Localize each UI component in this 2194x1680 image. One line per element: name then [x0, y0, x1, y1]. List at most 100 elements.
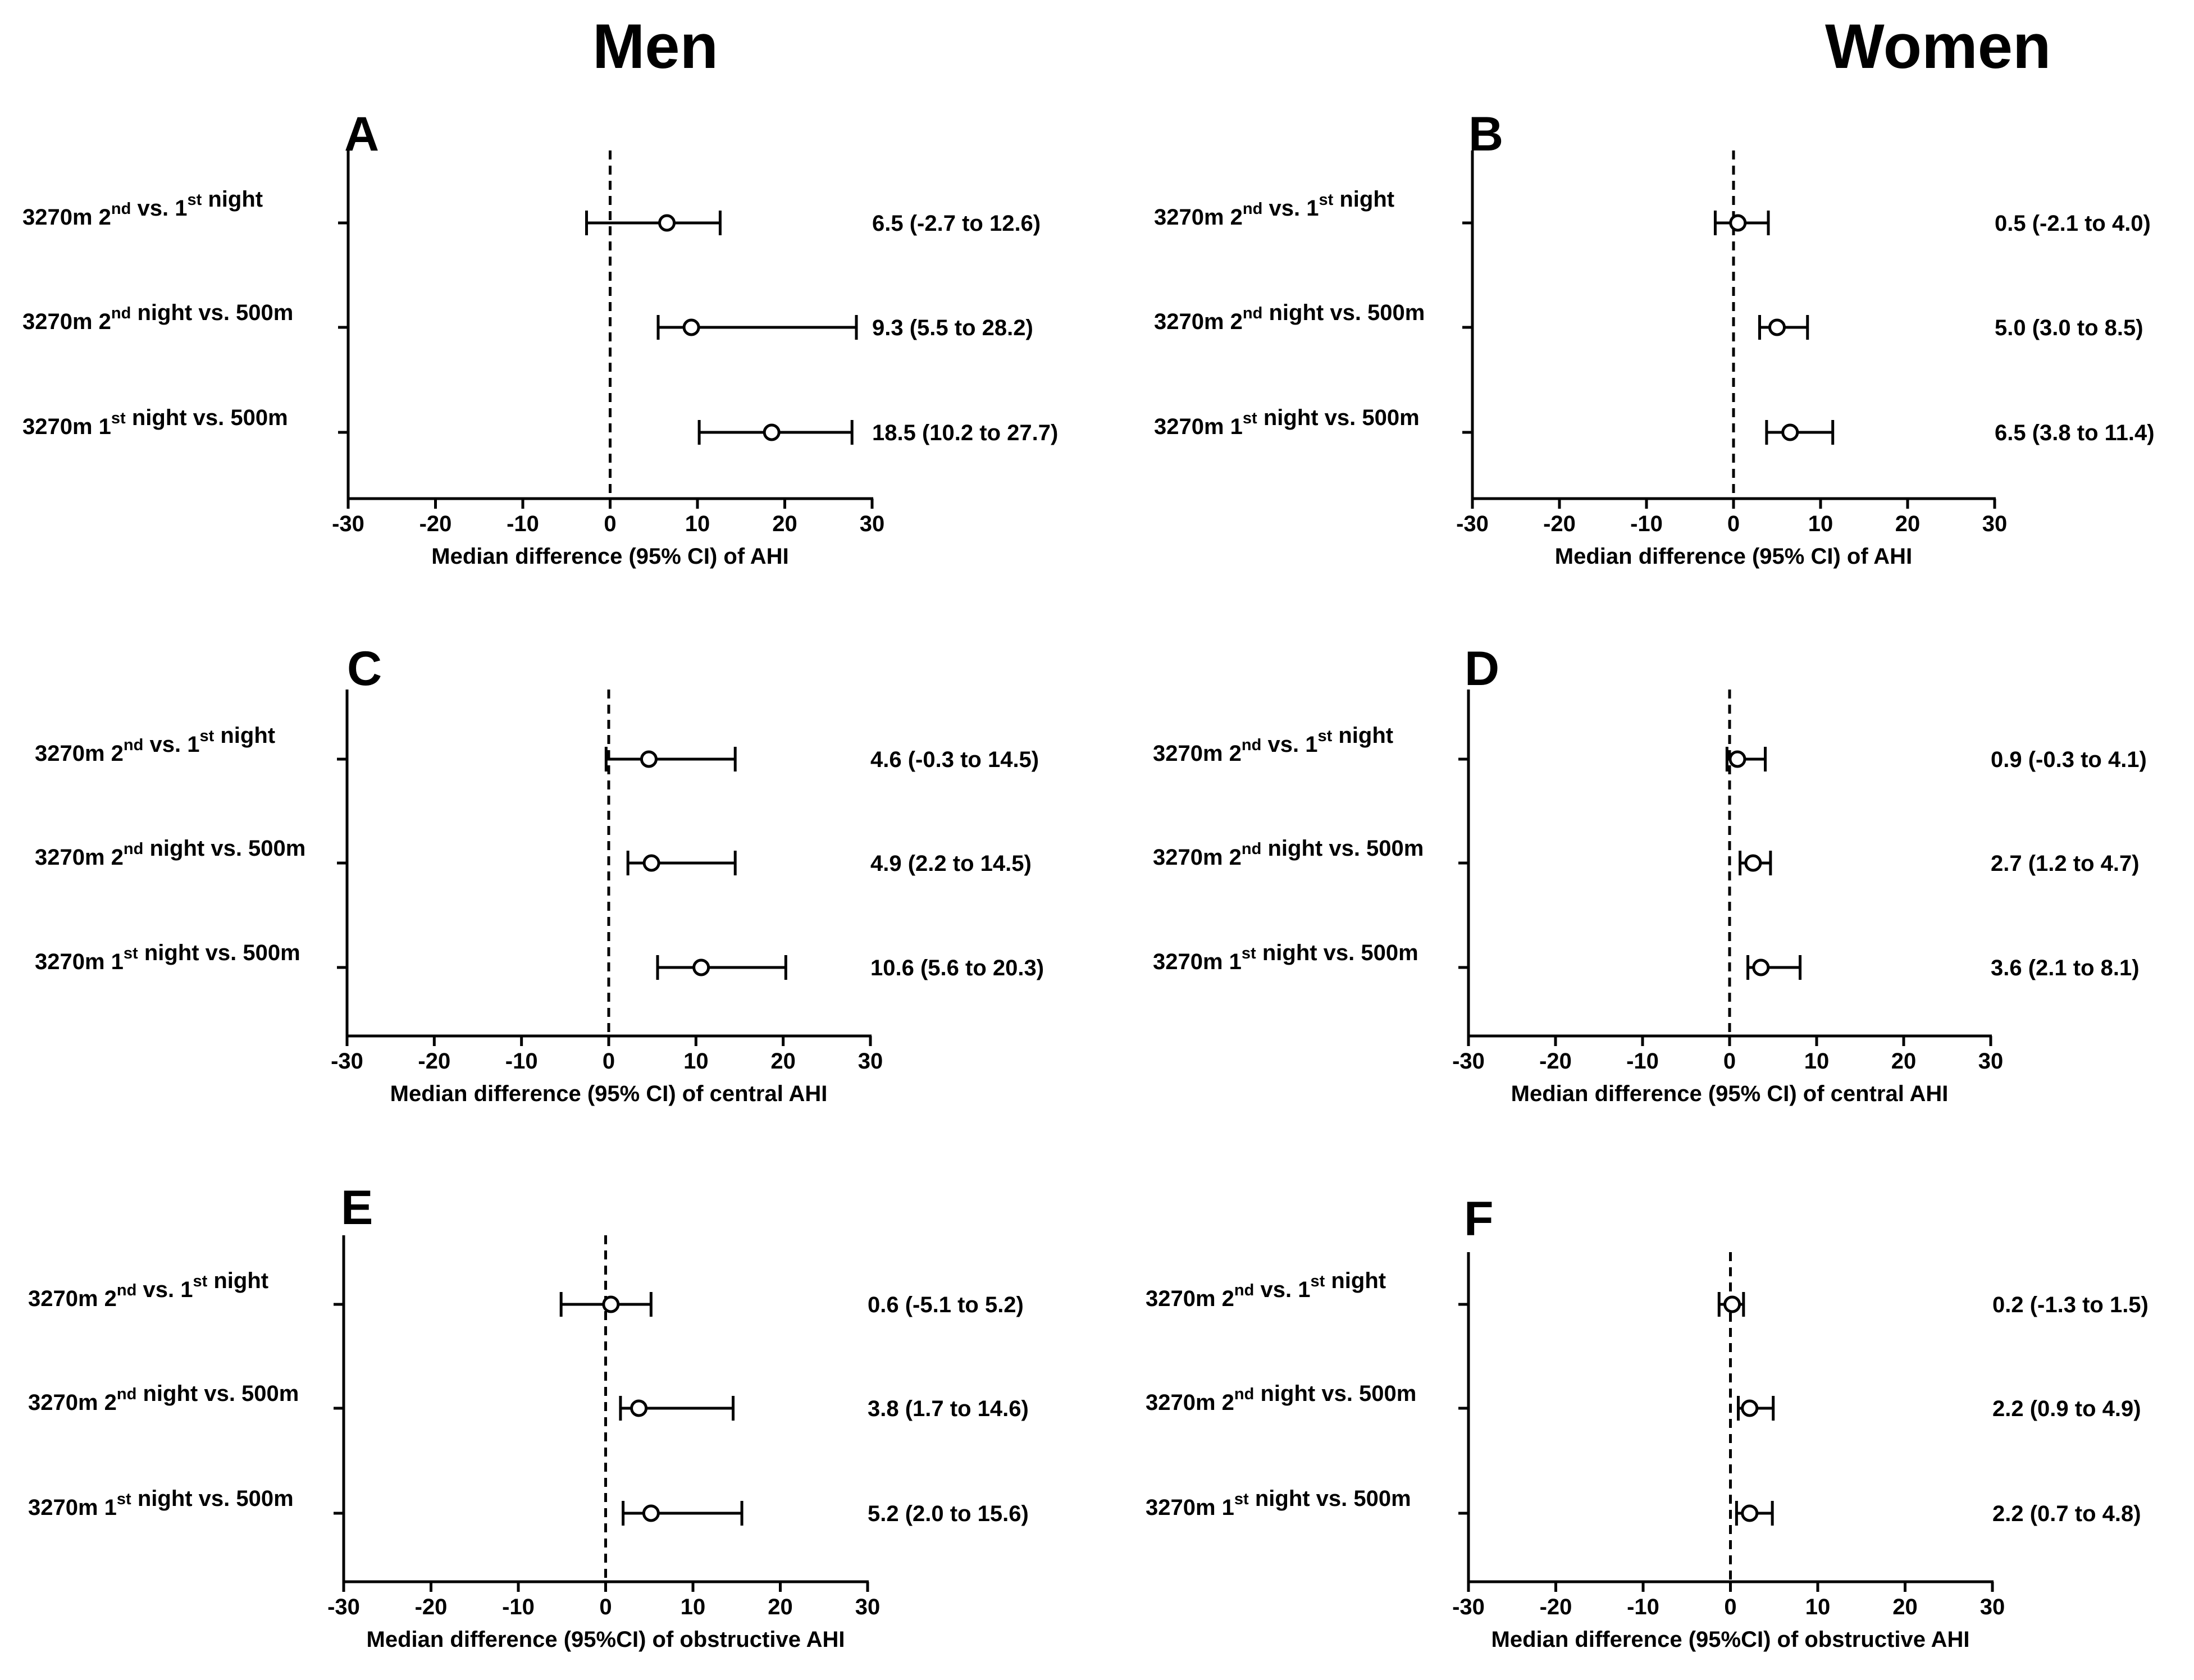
- row-label: 3270m 2nd vs. 1st night: [35, 723, 275, 766]
- x-axis-label: Median difference (95% CI) of AHI: [1555, 544, 1912, 569]
- x-tick-label: 0: [603, 1049, 615, 1074]
- x-tick-label: -20: [1539, 1049, 1572, 1074]
- x-tick-label: -10: [505, 1049, 538, 1074]
- x-tick-label: -30: [331, 1049, 363, 1074]
- median-point: [602, 1295, 620, 1313]
- x-axis-label: Median difference (95%CI) of obstructive…: [1491, 1627, 1970, 1652]
- row-label: 3270m 2nd night vs. 500m: [35, 836, 305, 870]
- x-axis-label: Median difference (95% CI) of AHI: [431, 544, 788, 569]
- x-tick-label: 20: [1891, 1049, 1917, 1074]
- panel-letter: D: [1465, 642, 1499, 696]
- x-tick-label: 30: [858, 1049, 883, 1074]
- x-tick-label: 10: [1805, 1595, 1831, 1619]
- x-tick-label: 20: [772, 512, 797, 536]
- median-point: [763, 423, 781, 441]
- x-tick-label: -30: [1456, 512, 1489, 536]
- row-label: 3270m 1st night vs. 500m: [1153, 941, 1418, 974]
- median-point: [1781, 423, 1799, 441]
- column-title-women: Women: [1825, 11, 2051, 81]
- row-label: 3270m 2nd vs. 1st night: [22, 187, 263, 230]
- ci-annotation: 4.9 (2.2 to 14.5): [870, 851, 1032, 876]
- median-point: [658, 214, 676, 232]
- x-tick-label: -10: [1626, 1049, 1659, 1074]
- x-tick-label: -30: [327, 1595, 360, 1619]
- row-label: 3270m 2nd vs. 1st night: [1154, 187, 1394, 230]
- x-tick-label: 30: [1980, 1595, 2005, 1619]
- x-tick-label: 30: [860, 512, 885, 536]
- ci-annotation: 9.3 (5.5 to 28.2): [872, 316, 1033, 340]
- x-tick-label: 20: [1895, 512, 1921, 536]
- x-tick-label: 30: [855, 1595, 881, 1619]
- ci-annotation: 6.5 (3.8 to 11.4): [1995, 421, 2155, 445]
- x-axis-label: Median difference (95%CI) of obstructive…: [367, 1627, 845, 1652]
- median-point: [1723, 1295, 1741, 1313]
- x-tick-label: 10: [685, 512, 710, 536]
- median-point: [1728, 750, 1746, 768]
- ci-annotation: 0.5 (-2.1 to 4.0): [1995, 211, 2151, 236]
- x-tick-label: -10: [507, 512, 539, 536]
- median-point: [692, 958, 710, 976]
- x-tick-label: 30: [1982, 512, 2008, 536]
- x-tick-label: 0: [1724, 1595, 1736, 1619]
- median-point: [1744, 854, 1762, 872]
- x-tick-label: -30: [332, 512, 364, 536]
- row-label: 3270m 1st night vs. 500m: [22, 405, 288, 439]
- row-label: 3270m 2nd vs. 1st night: [28, 1268, 268, 1311]
- panel-letter: C: [347, 642, 382, 696]
- x-tick-label: -20: [1543, 512, 1576, 536]
- x-axis-label: Median difference (95% CI) of central AH…: [390, 1081, 828, 1106]
- row-label: 3270m 1st night vs. 500m: [28, 1486, 294, 1520]
- x-tick-label: 10: [681, 1595, 706, 1619]
- x-tick-label: -10: [502, 1595, 535, 1619]
- median-point: [642, 854, 660, 872]
- x-tick-label: 0: [1727, 512, 1740, 536]
- ci-annotation: 3.6 (2.1 to 8.1): [1991, 956, 2140, 980]
- x-tick-label: -10: [1627, 1595, 1659, 1619]
- x-tick-label: -20: [419, 512, 452, 536]
- ci-annotation: 18.5 (10.2 to 27.7): [872, 421, 1058, 445]
- median-point: [630, 1399, 648, 1417]
- row-label: 3270m 2nd night vs. 500m: [28, 1381, 299, 1415]
- ci-annotation: 6.5 (-2.7 to 12.6): [872, 211, 1041, 236]
- ci-annotation: 10.6 (5.6 to 20.3): [870, 956, 1044, 980]
- x-tick-label: 10: [683, 1049, 709, 1074]
- panel-letter: B: [1468, 107, 1503, 161]
- row-label: 3270m 2nd night vs. 500m: [22, 300, 293, 334]
- x-tick-label: 20: [770, 1049, 796, 1074]
- row-label: 3270m 1st night vs. 500m: [1146, 1486, 1411, 1520]
- row-label: 3270m 1st night vs. 500m: [1154, 405, 1420, 439]
- panel-letter: F: [1464, 1192, 1494, 1246]
- x-axis-label: Median difference (95% CI) of central AH…: [1511, 1081, 1949, 1106]
- ci-annotation: 4.6 (-0.3 to 14.5): [870, 747, 1039, 772]
- x-tick-label: -20: [1540, 1595, 1572, 1619]
- panel-letter: A: [344, 107, 379, 161]
- x-tick-label: 30: [1978, 1049, 2004, 1074]
- ci-annotation: 0.6 (-5.1 to 5.2): [868, 1293, 1024, 1317]
- median-point: [640, 750, 658, 768]
- ci-annotation: 3.8 (1.7 to 14.6): [868, 1396, 1029, 1421]
- ci-annotation: 5.2 (2.0 to 15.6): [868, 1501, 1029, 1526]
- x-tick-label: 0: [1723, 1049, 1736, 1074]
- x-tick-label: 0: [604, 512, 616, 536]
- ci-annotation: 0.2 (-1.3 to 1.5): [1992, 1293, 2149, 1317]
- ci-annotation: 2.2 (0.9 to 4.9): [1992, 1396, 2141, 1421]
- row-label: 3270m 2nd night vs. 500m: [1154, 300, 1425, 334]
- row-label: 3270m 2nd night vs. 500m: [1146, 1381, 1416, 1415]
- ci-annotation: 2.7 (1.2 to 4.7): [1991, 851, 2140, 876]
- x-tick-label: 20: [768, 1595, 793, 1619]
- median-point: [642, 1504, 660, 1522]
- ci-annotation: 5.0 (3.0 to 8.5): [1995, 316, 2143, 340]
- median-point: [1752, 958, 1770, 976]
